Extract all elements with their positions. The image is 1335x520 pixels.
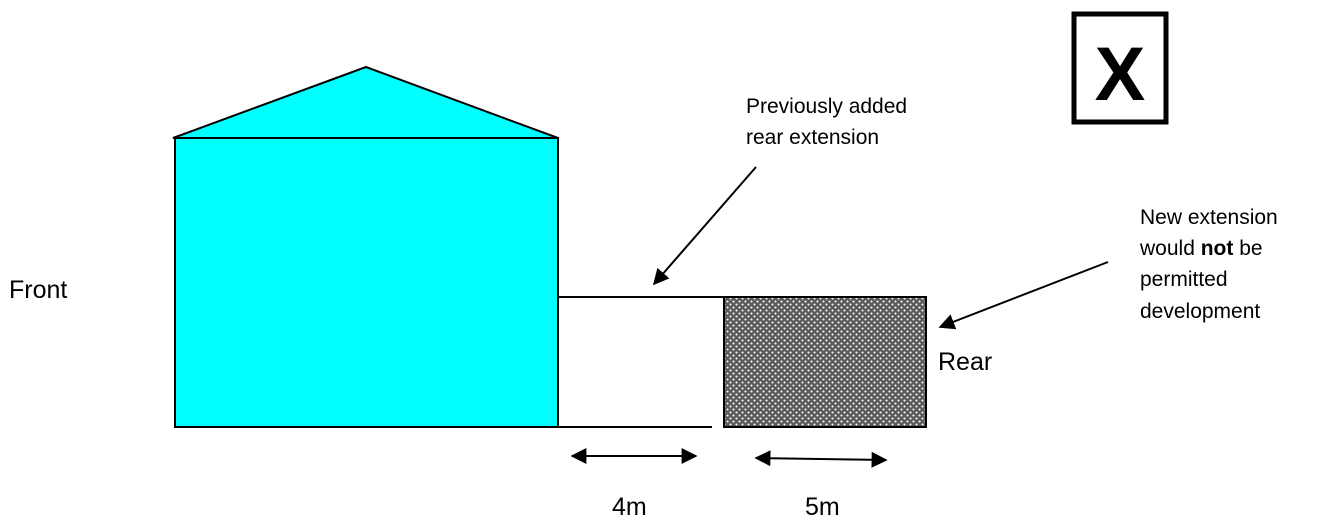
house-body <box>174 137 559 428</box>
rear-label: Rear <box>938 348 992 376</box>
previous-extension-annotation: Previously added rear extension <box>652 95 907 286</box>
new-extension-label-line4: development <box>1140 300 1260 323</box>
new-extension-label-line2: would not be <box>1139 237 1263 260</box>
new-extension-label-line3: permitted <box>1140 268 1228 291</box>
new-extension-arrow <box>938 261 1109 330</box>
new-extension-label-emphasis: not <box>1201 237 1234 260</box>
verdict-x-mark: X <box>1095 32 1146 117</box>
previous-extension <box>558 296 724 428</box>
new-extension-label-line2-post: be <box>1233 237 1262 260</box>
house-roof <box>172 65 559 139</box>
previous-extension-label-line1: Previously added <box>746 95 907 118</box>
previous-extension-arrow <box>652 166 757 286</box>
verdict-box: X <box>1071 11 1169 125</box>
new-extension <box>723 296 927 428</box>
new-extension-label-line1: New extension <box>1140 206 1278 229</box>
verdict-box-frame <box>1071 11 1169 125</box>
previous-extension-label-line2: rear extension <box>746 126 879 149</box>
new-extension-annotation: New extension would not be permitted dev… <box>938 206 1278 330</box>
dimension-label-new: 5m <box>805 493 840 520</box>
front-label: Front <box>9 276 67 304</box>
new-extension-label-line2-pre: would <box>1139 237 1201 260</box>
dimension-label-previous: 4m <box>612 493 647 520</box>
dimension-arrow-new <box>754 450 888 468</box>
